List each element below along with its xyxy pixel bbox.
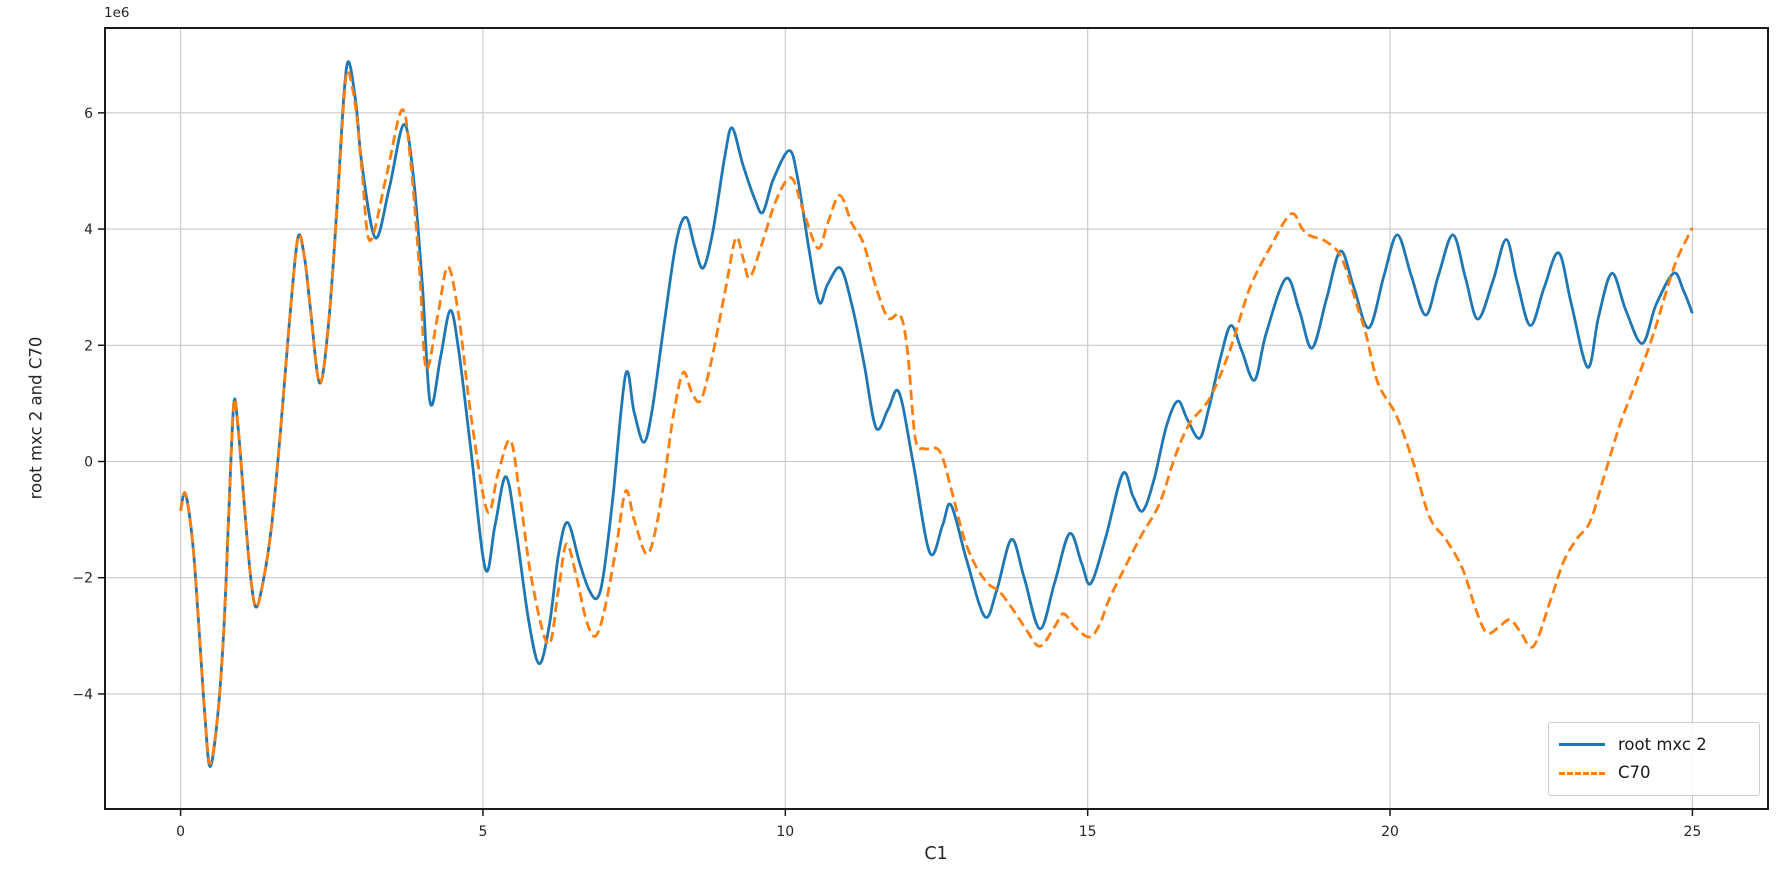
series-line-c70 xyxy=(179,69,1694,766)
x-tick-label: 0 xyxy=(176,824,185,840)
legend: root mxc 2 C70 xyxy=(1548,722,1760,796)
y-axis-label: root mxc 2 and C70 xyxy=(26,336,46,500)
axes-spines xyxy=(104,27,1769,810)
x-tick-label: 25 xyxy=(1683,824,1701,840)
legend-line-sample-dashed xyxy=(1559,771,1605,775)
y-tick-label: −2 xyxy=(72,571,93,587)
legend-item-root-mxc-2: root mxc 2 xyxy=(1559,734,1749,754)
x-axis-label: C1 xyxy=(924,844,948,864)
x-tick-label: 20 xyxy=(1381,824,1399,840)
y-tick-label: 2 xyxy=(84,338,93,354)
legend-item-c70: C70 xyxy=(1559,762,1749,782)
y-axis-offset-label: 1e6 xyxy=(104,5,130,21)
series-line-root-mxc-2 xyxy=(179,60,1694,769)
y-tick-label: 0 xyxy=(84,455,93,471)
y-tick-label: 6 xyxy=(84,106,93,122)
legend-label-root-mxc-2: root mxc 2 xyxy=(1618,734,1707,754)
legend-label-c70: C70 xyxy=(1618,762,1651,782)
x-tick-label: 15 xyxy=(1079,824,1097,840)
y-tick-label: 4 xyxy=(84,222,93,238)
legend-line-sample-solid xyxy=(1559,743,1605,747)
x-tick-label: 10 xyxy=(776,824,794,840)
x-tick-label: 5 xyxy=(478,824,487,840)
y-tick-label: −4 xyxy=(72,687,93,703)
